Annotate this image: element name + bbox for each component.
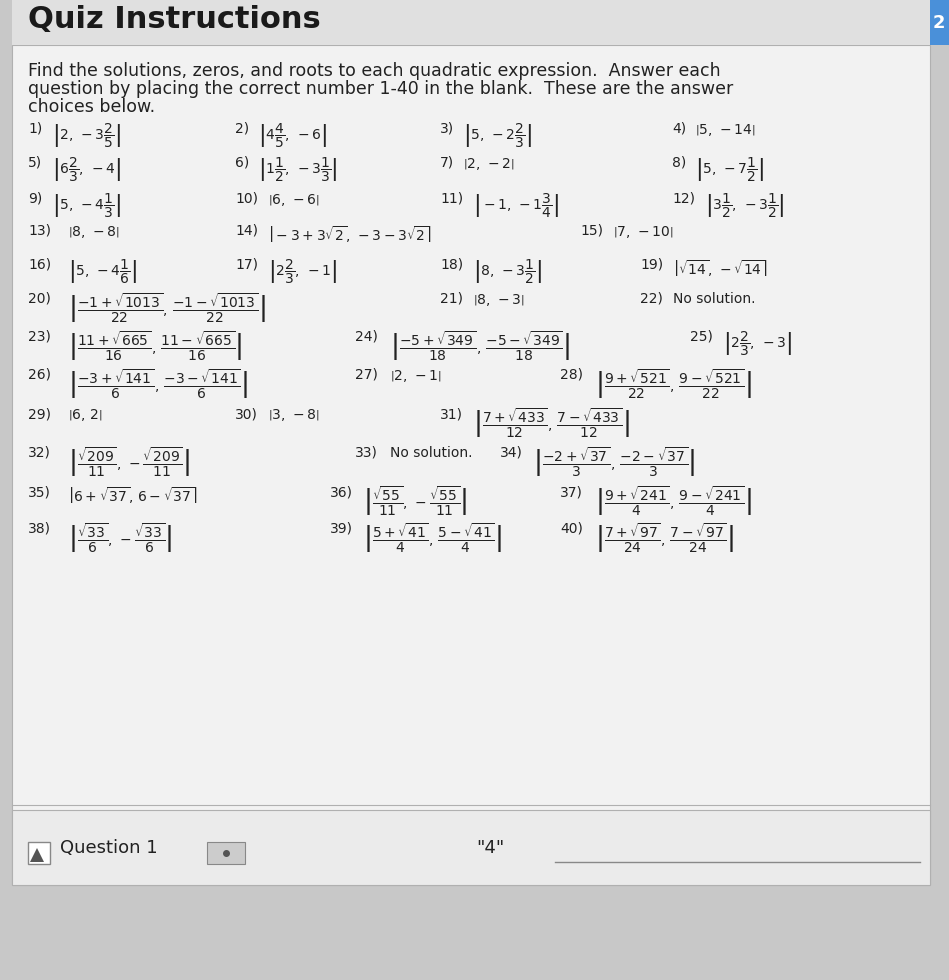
Text: 1): 1) (28, 122, 43, 136)
Text: $\left|\dfrac{\sqrt{209}}{11},\,-\dfrac{\sqrt{209}}{11}\right|$: $\left|\dfrac{\sqrt{209}}{11},\,-\dfrac{… (68, 446, 190, 479)
Text: 36): 36) (330, 485, 353, 499)
Text: 26): 26) (28, 368, 51, 382)
Text: 22): 22) (640, 292, 662, 306)
Text: $\left|8,\,-3\right|$: $\left|8,\,-3\right|$ (473, 292, 525, 308)
Text: 3): 3) (440, 122, 455, 136)
Text: 32): 32) (28, 446, 51, 460)
Text: 29): 29) (28, 407, 51, 421)
Text: 11): 11) (440, 192, 463, 206)
Text: Quiz Instructions: Quiz Instructions (28, 5, 321, 34)
Text: 15): 15) (580, 224, 603, 238)
Text: 27): 27) (355, 368, 378, 382)
Text: 2: 2 (933, 14, 945, 32)
Text: $\left|\dfrac{5+\sqrt{41}}{4},\,\dfrac{5-\sqrt{41}}{4}\right|$: $\left|\dfrac{5+\sqrt{41}}{4},\,\dfrac{5… (363, 522, 502, 556)
Text: "4": "4" (475, 839, 504, 857)
Text: $\left|\sqrt{14},\,-\sqrt{14}\right|$: $\left|\sqrt{14},\,-\sqrt{14}\right|$ (673, 258, 768, 279)
Text: $\left|-3+3\sqrt{2},\,-3-3\sqrt{2}\right|$: $\left|-3+3\sqrt{2},\,-3-3\sqrt{2}\right… (268, 224, 432, 245)
Text: $\left|\dfrac{9+\sqrt{241}}{4},\,\dfrac{9-\sqrt{241}}{4}\right|$: $\left|\dfrac{9+\sqrt{241}}{4},\,\dfrac{… (595, 485, 752, 518)
Text: 38): 38) (28, 522, 51, 536)
Text: $\left|7,\,-10\right|$: $\left|7,\,-10\right|$ (613, 224, 674, 240)
Text: 12): 12) (672, 192, 695, 206)
Text: 31): 31) (440, 407, 463, 421)
Text: $\left|3\dfrac{1}{2},\,-3\dfrac{1}{2}\right|$: $\left|3\dfrac{1}{2},\,-3\dfrac{1}{2}\ri… (705, 192, 785, 220)
Text: $\left|\dfrac{-2+\sqrt{37}}{3},\,\dfrac{-2-\sqrt{37}}{3}\right|$: $\left|\dfrac{-2+\sqrt{37}}{3},\,\dfrac{… (533, 446, 696, 479)
Bar (12, 45, 930, 885)
Text: 19): 19) (640, 258, 663, 272)
Text: $\left|4\dfrac{4}{5},\,-6\right|$: $\left|4\dfrac{4}{5},\,-6\right|$ (258, 122, 327, 150)
Text: 23): 23) (28, 330, 51, 344)
Text: $\left|2\dfrac{2}{3},\,-1\right|$: $\left|2\dfrac{2}{3},\,-1\right|$ (268, 258, 337, 286)
Text: Find the solutions, zeros, and roots to each quadratic expression.  Answer each: Find the solutions, zeros, and roots to … (28, 62, 720, 80)
Text: 20): 20) (28, 292, 51, 306)
Text: $\left|2,\,-1\right|$: $\left|2,\,-1\right|$ (390, 368, 442, 384)
Text: 9): 9) (28, 192, 43, 206)
Bar (930, 0, 949, 45)
Text: $\left|-1,\,-1\dfrac{3}{4}\right|$: $\left|-1,\,-1\dfrac{3}{4}\right|$ (473, 192, 559, 220)
Text: 13): 13) (28, 224, 51, 238)
Text: 8): 8) (672, 156, 686, 170)
Text: $\left|\dfrac{-5+\sqrt{349}}{18},\,\dfrac{-5-\sqrt{349}}{18}\right|$: $\left|\dfrac{-5+\sqrt{349}}{18},\,\dfra… (390, 330, 570, 364)
Text: 7): 7) (440, 156, 455, 170)
Text: $\left|\dfrac{-1+\sqrt{1013}}{22},\,\dfrac{-1-\sqrt{1013}}{22}\right|$: $\left|\dfrac{-1+\sqrt{1013}}{22},\,\dfr… (68, 292, 266, 325)
Text: $\left|5,\,-7\dfrac{1}{2}\right|$: $\left|5,\,-7\dfrac{1}{2}\right|$ (695, 156, 764, 184)
Text: 37): 37) (560, 485, 583, 499)
Text: 39): 39) (330, 522, 353, 536)
Bar (12, 810, 930, 885)
Text: $\left|8,\,-3\dfrac{1}{2}\right|$: $\left|8,\,-3\dfrac{1}{2}\right|$ (473, 258, 542, 286)
Text: 24): 24) (355, 330, 378, 344)
Text: 25): 25) (690, 330, 713, 344)
Bar (207, 842, 245, 864)
Text: 34): 34) (500, 446, 523, 460)
Text: 10): 10) (235, 192, 258, 206)
Text: 28): 28) (560, 368, 583, 382)
Text: $\left|\dfrac{\sqrt{55}}{11},\,-\dfrac{\sqrt{55}}{11}\right|$: $\left|\dfrac{\sqrt{55}}{11},\,-\dfrac{\… (363, 485, 468, 518)
Text: 40): 40) (560, 522, 583, 536)
Text: 5): 5) (28, 156, 42, 170)
Text: $\left|1\dfrac{1}{2},\,-3\dfrac{1}{3}\right|$: $\left|1\dfrac{1}{2},\,-3\dfrac{1}{3}\ri… (258, 156, 338, 184)
Text: Question 1: Question 1 (60, 839, 158, 857)
Text: $\left|5,\,-2\dfrac{2}{3}\right|$: $\left|5,\,-2\dfrac{2}{3}\right|$ (463, 122, 532, 150)
Text: 21): 21) (440, 292, 463, 306)
Text: 6): 6) (235, 156, 250, 170)
Text: 18): 18) (440, 258, 463, 272)
Text: 33): 33) (355, 446, 378, 460)
Text: $\left|8,\,-8\right|$: $\left|8,\,-8\right|$ (68, 224, 121, 240)
Text: $\left|6,\,-6\right|$: $\left|6,\,-6\right|$ (268, 192, 320, 208)
Text: $\left|6,\,2\right|$: $\left|6,\,2\right|$ (68, 407, 103, 423)
Text: $\left|5,\,-4\dfrac{1}{3}\right|$: $\left|5,\,-4\dfrac{1}{3}\right|$ (52, 192, 121, 220)
Text: choices below.: choices below. (28, 98, 155, 116)
Text: $\left|2,\,-2\right|$: $\left|2,\,-2\right|$ (463, 156, 515, 172)
Text: $\left|6+\sqrt{37},\,6-\sqrt{37}\right|$: $\left|6+\sqrt{37},\,6-\sqrt{37}\right|$ (68, 485, 197, 506)
Text: $\left|\dfrac{-3+\sqrt{141}}{6},\,\dfrac{-3-\sqrt{141}}{6}\right|$: $\left|\dfrac{-3+\sqrt{141}}{6},\,\dfrac… (68, 368, 248, 401)
Text: 14): 14) (235, 224, 258, 238)
Text: 4): 4) (672, 122, 686, 136)
Text: $\left|2,\,-3\dfrac{2}{5}\right|$: $\left|2,\,-3\dfrac{2}{5}\right|$ (52, 122, 121, 150)
Text: question by placing the correct number 1-40 in the blank.  These are the answer: question by placing the correct number 1… (28, 80, 734, 98)
Text: $\left|\dfrac{9+\sqrt{521}}{22},\,\dfrac{9-\sqrt{521}}{22}\right|$: $\left|\dfrac{9+\sqrt{521}}{22},\,\dfrac… (595, 368, 752, 401)
Text: 30): 30) (235, 407, 258, 421)
Text: $\left|\dfrac{7+\sqrt{433}}{12},\,\dfrac{7-\sqrt{433}}{12}\right|$: $\left|\dfrac{7+\sqrt{433}}{12},\,\dfrac… (473, 407, 630, 440)
Text: $\left|\dfrac{\sqrt{33}}{6},\,-\dfrac{\sqrt{33}}{6}\right|$: $\left|\dfrac{\sqrt{33}}{6},\,-\dfrac{\s… (68, 522, 173, 556)
Text: 2): 2) (235, 122, 250, 136)
Text: $\left|5,\,-14\right|$: $\left|5,\,-14\right|$ (695, 122, 756, 138)
Text: No solution.: No solution. (673, 292, 755, 306)
Bar (28, 842, 50, 864)
Text: 35): 35) (28, 485, 51, 499)
Text: 17): 17) (235, 258, 258, 272)
Bar (12, 0, 930, 45)
Text: 16): 16) (28, 258, 51, 272)
Text: $\left|6\dfrac{2}{3},\,-4\right|$: $\left|6\dfrac{2}{3},\,-4\right|$ (52, 156, 121, 184)
Text: $\left|\dfrac{11+\sqrt{665}}{16},\,\dfrac{11-\sqrt{665}}{16}\right|$: $\left|\dfrac{11+\sqrt{665}}{16},\,\dfra… (68, 330, 242, 364)
Text: $\left|2\dfrac{2}{3},\,-3\right|$: $\left|2\dfrac{2}{3},\,-3\right|$ (723, 330, 792, 359)
Text: No solution.: No solution. (390, 446, 473, 460)
Text: $\left|\dfrac{7+\sqrt{97}}{24},\,\dfrac{7-\sqrt{97}}{24}\right|$: $\left|\dfrac{7+\sqrt{97}}{24},\,\dfrac{… (595, 522, 735, 556)
Polygon shape (30, 848, 44, 862)
Text: $\left|3,\,-8\right|$: $\left|3,\,-8\right|$ (268, 407, 320, 423)
Text: $\left|5,\,-4\dfrac{1}{6}\right|$: $\left|5,\,-4\dfrac{1}{6}\right|$ (68, 258, 137, 286)
